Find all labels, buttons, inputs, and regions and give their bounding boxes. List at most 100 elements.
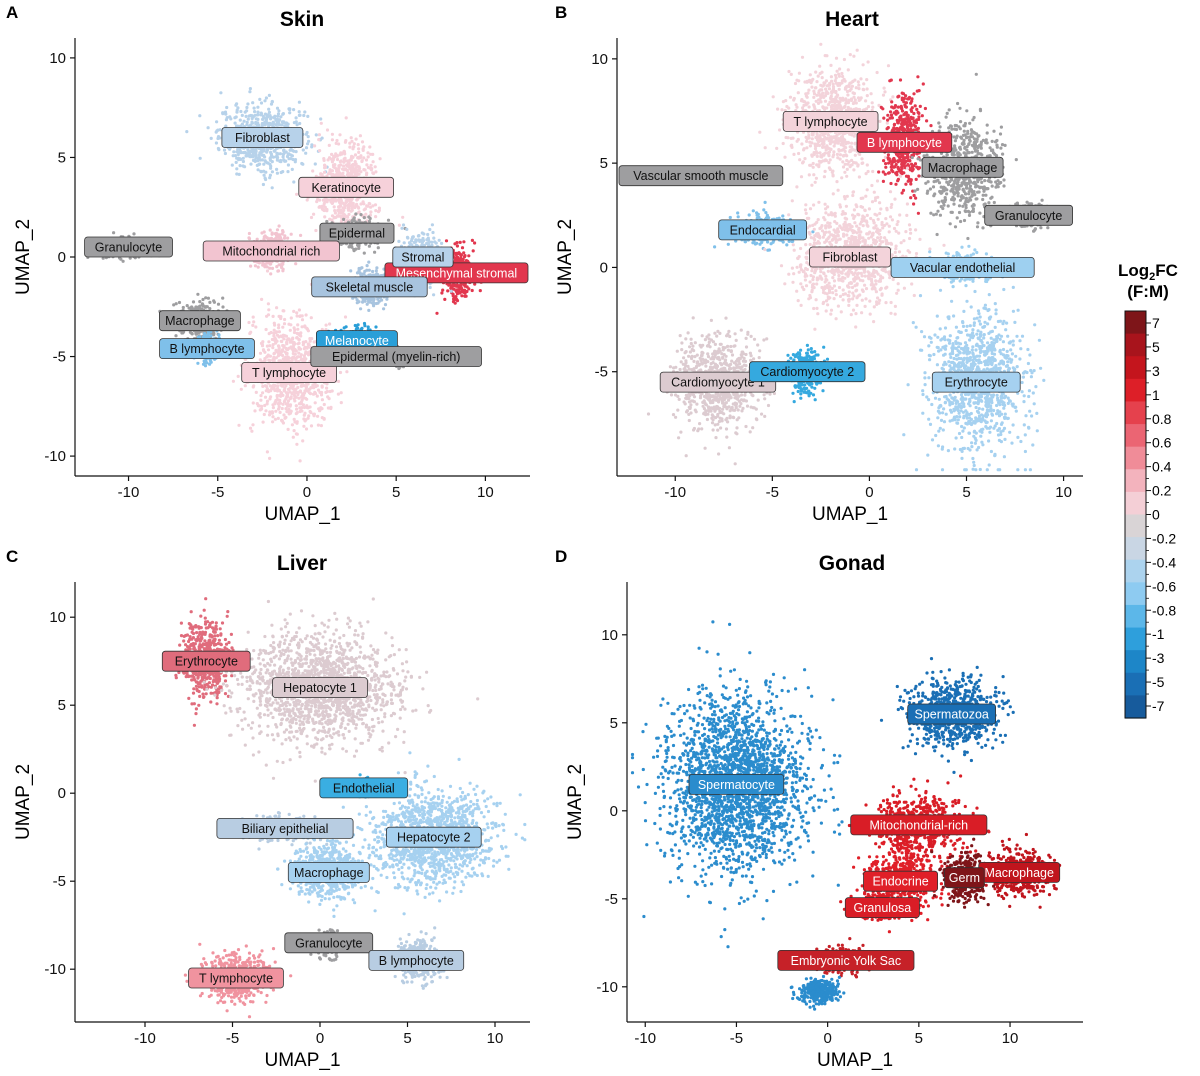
scatter-point (277, 326, 280, 329)
scatter-point (349, 269, 352, 272)
scatter-point (252, 154, 255, 157)
scatter-point (410, 243, 413, 246)
scatter-point (119, 258, 122, 261)
scatter-point (370, 297, 373, 300)
scatter-point (251, 117, 254, 120)
scatter-point (371, 204, 374, 207)
scatter-point (323, 202, 326, 205)
scatter-point (199, 157, 202, 160)
scatter-point (225, 118, 228, 121)
scatter-point (299, 410, 302, 413)
scatter-point (367, 261, 370, 264)
scatter-point (402, 223, 405, 226)
scatter-point (431, 223, 434, 226)
scatter-point (337, 142, 340, 145)
scatter-point (431, 231, 434, 234)
scatter-point (305, 313, 308, 316)
scatter-point (440, 242, 443, 245)
scatter-point (454, 302, 457, 305)
scatter-point (251, 114, 254, 117)
scatter-point (344, 315, 347, 318)
scatter-point (242, 151, 245, 154)
scatter-point (306, 131, 309, 134)
scatter-point (266, 269, 269, 272)
scatter-point (335, 139, 338, 142)
scatter-point (398, 224, 401, 227)
scatter-point (318, 199, 321, 202)
scatter-point (315, 133, 318, 136)
scatter-point (353, 163, 356, 166)
scatter-point (346, 216, 349, 219)
scatter-point (263, 174, 266, 177)
scatter-point (274, 237, 277, 240)
scatter-point (262, 238, 265, 241)
scatter-point (254, 122, 257, 125)
scatter-point (253, 409, 256, 412)
scatter-point (339, 173, 342, 176)
scatter-point (189, 331, 192, 334)
scatter-point (268, 163, 271, 166)
scatter-point (463, 254, 466, 257)
scatter-point (275, 168, 278, 171)
scatter-point (343, 157, 346, 160)
scatter-point (284, 160, 287, 163)
scatter-point (410, 239, 413, 242)
scatter-point (279, 152, 282, 155)
scatter-point (321, 398, 324, 401)
scatter-point (245, 115, 248, 118)
scatter-point (182, 306, 185, 309)
scatter-point (299, 234, 302, 237)
scatter-point (303, 110, 306, 113)
scatter-point (378, 209, 381, 212)
scatter-point (282, 403, 285, 406)
scatter-point (405, 228, 408, 231)
scatter-point (255, 391, 258, 394)
scatter-point (277, 345, 280, 348)
scatter-point (265, 328, 268, 331)
scatter-point (446, 289, 449, 292)
scatter-point (275, 232, 278, 235)
scatter-point (282, 413, 285, 416)
scatter-point (283, 318, 286, 321)
scatter-point (264, 177, 267, 180)
scatter-point (353, 171, 356, 174)
scatter-point (316, 395, 319, 398)
scatter-point (367, 166, 370, 169)
scatter-point (467, 287, 470, 290)
scatter-point (443, 298, 446, 301)
scatter-point (306, 115, 309, 118)
scatter-point (196, 362, 199, 365)
scatter-point (309, 392, 312, 395)
scatter-point (251, 101, 254, 104)
scatter-point (246, 102, 249, 105)
scatter-point (401, 216, 404, 219)
scatter-point (359, 202, 362, 205)
scatter-point (357, 323, 360, 326)
scatter-point (217, 303, 220, 306)
scatter-point (247, 236, 250, 239)
scatter-point (279, 115, 282, 118)
scatter-point (310, 216, 313, 219)
scatter-point (387, 219, 390, 222)
scatter-point (350, 136, 353, 139)
scatter-point (357, 207, 360, 210)
scatter-point (272, 315, 275, 318)
scatter-point (354, 248, 357, 251)
scatter-point (299, 459, 302, 462)
scatter-point (223, 111, 226, 114)
scatter-point (267, 108, 270, 111)
scatter-point (195, 333, 198, 336)
scatter-point (249, 87, 252, 90)
scatter-point (346, 169, 349, 172)
scatter-point (305, 146, 308, 149)
scatter-point (215, 129, 218, 132)
scatter-point (366, 303, 369, 306)
scatter-point (198, 300, 201, 303)
scatter-point (298, 114, 301, 117)
scatter-point (360, 160, 363, 163)
scatter-point (265, 96, 268, 99)
scatter-point (358, 210, 361, 213)
scatter-point (221, 297, 224, 300)
scatter-point (336, 168, 339, 171)
scatter-point (279, 411, 282, 414)
